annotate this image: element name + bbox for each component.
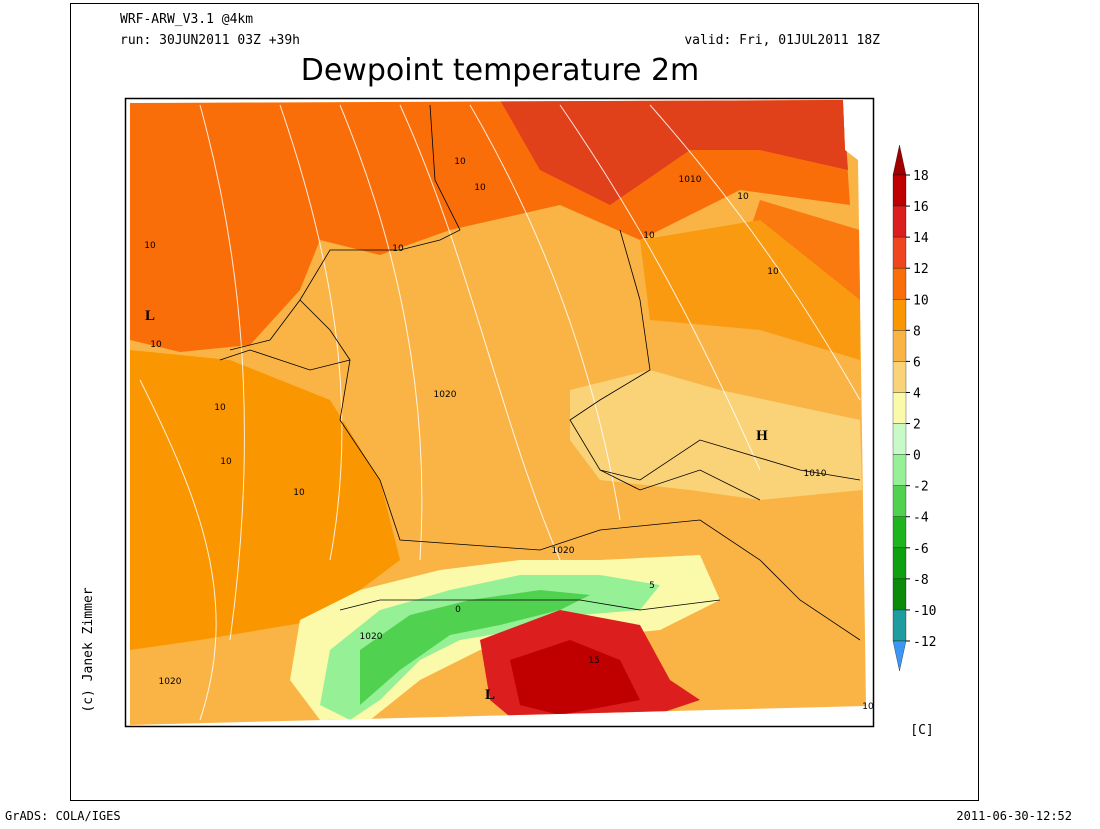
- colorbar-segment: [892, 640, 907, 672]
- colorbar-segment: [892, 423, 907, 455]
- map-label: 1020: [552, 546, 575, 556]
- map-label: 10: [862, 702, 874, 712]
- colorbar-label: -4: [913, 511, 929, 526]
- colorbar-label: 16: [913, 200, 929, 215]
- footer-right: 2011-06-30-12:52: [956, 809, 1072, 823]
- map-label: 10: [220, 457, 232, 467]
- map-label: 10: [150, 340, 162, 350]
- map-region: [500, 100, 848, 205]
- map-region: [320, 575, 660, 720]
- map-label: L: [485, 687, 495, 703]
- colorbar: 18 16 14 12 10 8 6 4 2 0 -2 -4 -6 -8 -10 -12: [892, 144, 936, 672]
- colorbar-label: 18: [913, 169, 929, 184]
- map-label: 1020: [360, 632, 383, 642]
- colorbar-segment: [892, 609, 907, 642]
- map-label: 0: [455, 605, 461, 615]
- colorbar-label: -6: [913, 542, 929, 557]
- title: Dewpoint temperature 2m: [301, 53, 700, 88]
- map-labels: 10 10 1010 10 10 10 10 10 1020 10 10 10 …: [144, 157, 874, 712]
- map-label: L: [145, 308, 155, 324]
- colorbar-label: 2: [913, 418, 921, 433]
- colorbar-segment: [892, 299, 907, 331]
- map-label: 10: [737, 192, 749, 202]
- map-label: 10: [454, 157, 466, 167]
- map-region: [130, 350, 400, 650]
- map-label: 1020: [434, 390, 457, 400]
- map-label: 10: [293, 488, 305, 498]
- colorbar-segment: [892, 578, 907, 611]
- map-label: 5: [649, 581, 655, 591]
- colorbar-label: -2: [913, 480, 929, 495]
- map: 10 10 1010 10 10 10 10 10 1020 10 10 10 …: [124, 97, 875, 728]
- colorbar-segment: [892, 392, 907, 424]
- map-label: H: [756, 428, 768, 444]
- map-label: 10: [643, 231, 655, 241]
- colorbar-label: 14: [913, 231, 929, 246]
- credit: (c) Janek Zimmer: [81, 587, 96, 712]
- map-region: [640, 220, 860, 360]
- unit-label: [C]: [910, 723, 933, 738]
- map-label: 1010: [804, 469, 827, 479]
- colorbar-segment: [892, 361, 907, 393]
- run-label: run: 30JUN2011 03Z +39h: [120, 33, 300, 48]
- map-region: [360, 590, 590, 705]
- colorbar-label: 8: [913, 324, 921, 339]
- colorbar-segment: [892, 174, 907, 207]
- map-region: [510, 640, 640, 715]
- colorbar-segment: [892, 516, 907, 548]
- colorbar-segment: [892, 205, 907, 238]
- colorbar-label: 12: [913, 262, 929, 277]
- colorbar-segment: [892, 268, 907, 300]
- map-label: 1020: [159, 677, 182, 687]
- map-label: 10: [767, 267, 779, 277]
- map-label: 15: [588, 656, 599, 666]
- borders: [219, 104, 861, 641]
- colorbar-segment: [892, 485, 907, 517]
- colorbar-label: -10: [913, 604, 936, 619]
- map-label: 1010: [679, 175, 702, 185]
- colorbar-label: -12: [913, 635, 936, 650]
- map-label: 10: [144, 241, 156, 251]
- map-label: 10: [474, 183, 486, 193]
- valid-label: valid: Fri, 01JUL2011 18Z: [684, 33, 880, 48]
- map-label: 10: [392, 244, 404, 254]
- colorbar-segment: [892, 454, 907, 486]
- map-region: [570, 370, 862, 500]
- map-frame: [124, 97, 875, 728]
- colorbar-label: 10: [913, 293, 929, 308]
- colorbar-label: 0: [913, 449, 921, 464]
- colorbar-label: -8: [913, 573, 929, 588]
- colorbar-segment: [892, 330, 907, 362]
- colorbar-label: 6: [913, 355, 921, 370]
- model-label: WRF-ARW_V3.1 @4km: [120, 12, 253, 27]
- footer-left: GrADS: COLA/IGES: [5, 809, 121, 823]
- map-label: 10: [214, 403, 226, 413]
- colorbar-segment: [892, 236, 907, 269]
- colorbar-label: 4: [913, 386, 921, 401]
- isobars: [139, 104, 861, 721]
- colorbar-segment: [892, 547, 907, 580]
